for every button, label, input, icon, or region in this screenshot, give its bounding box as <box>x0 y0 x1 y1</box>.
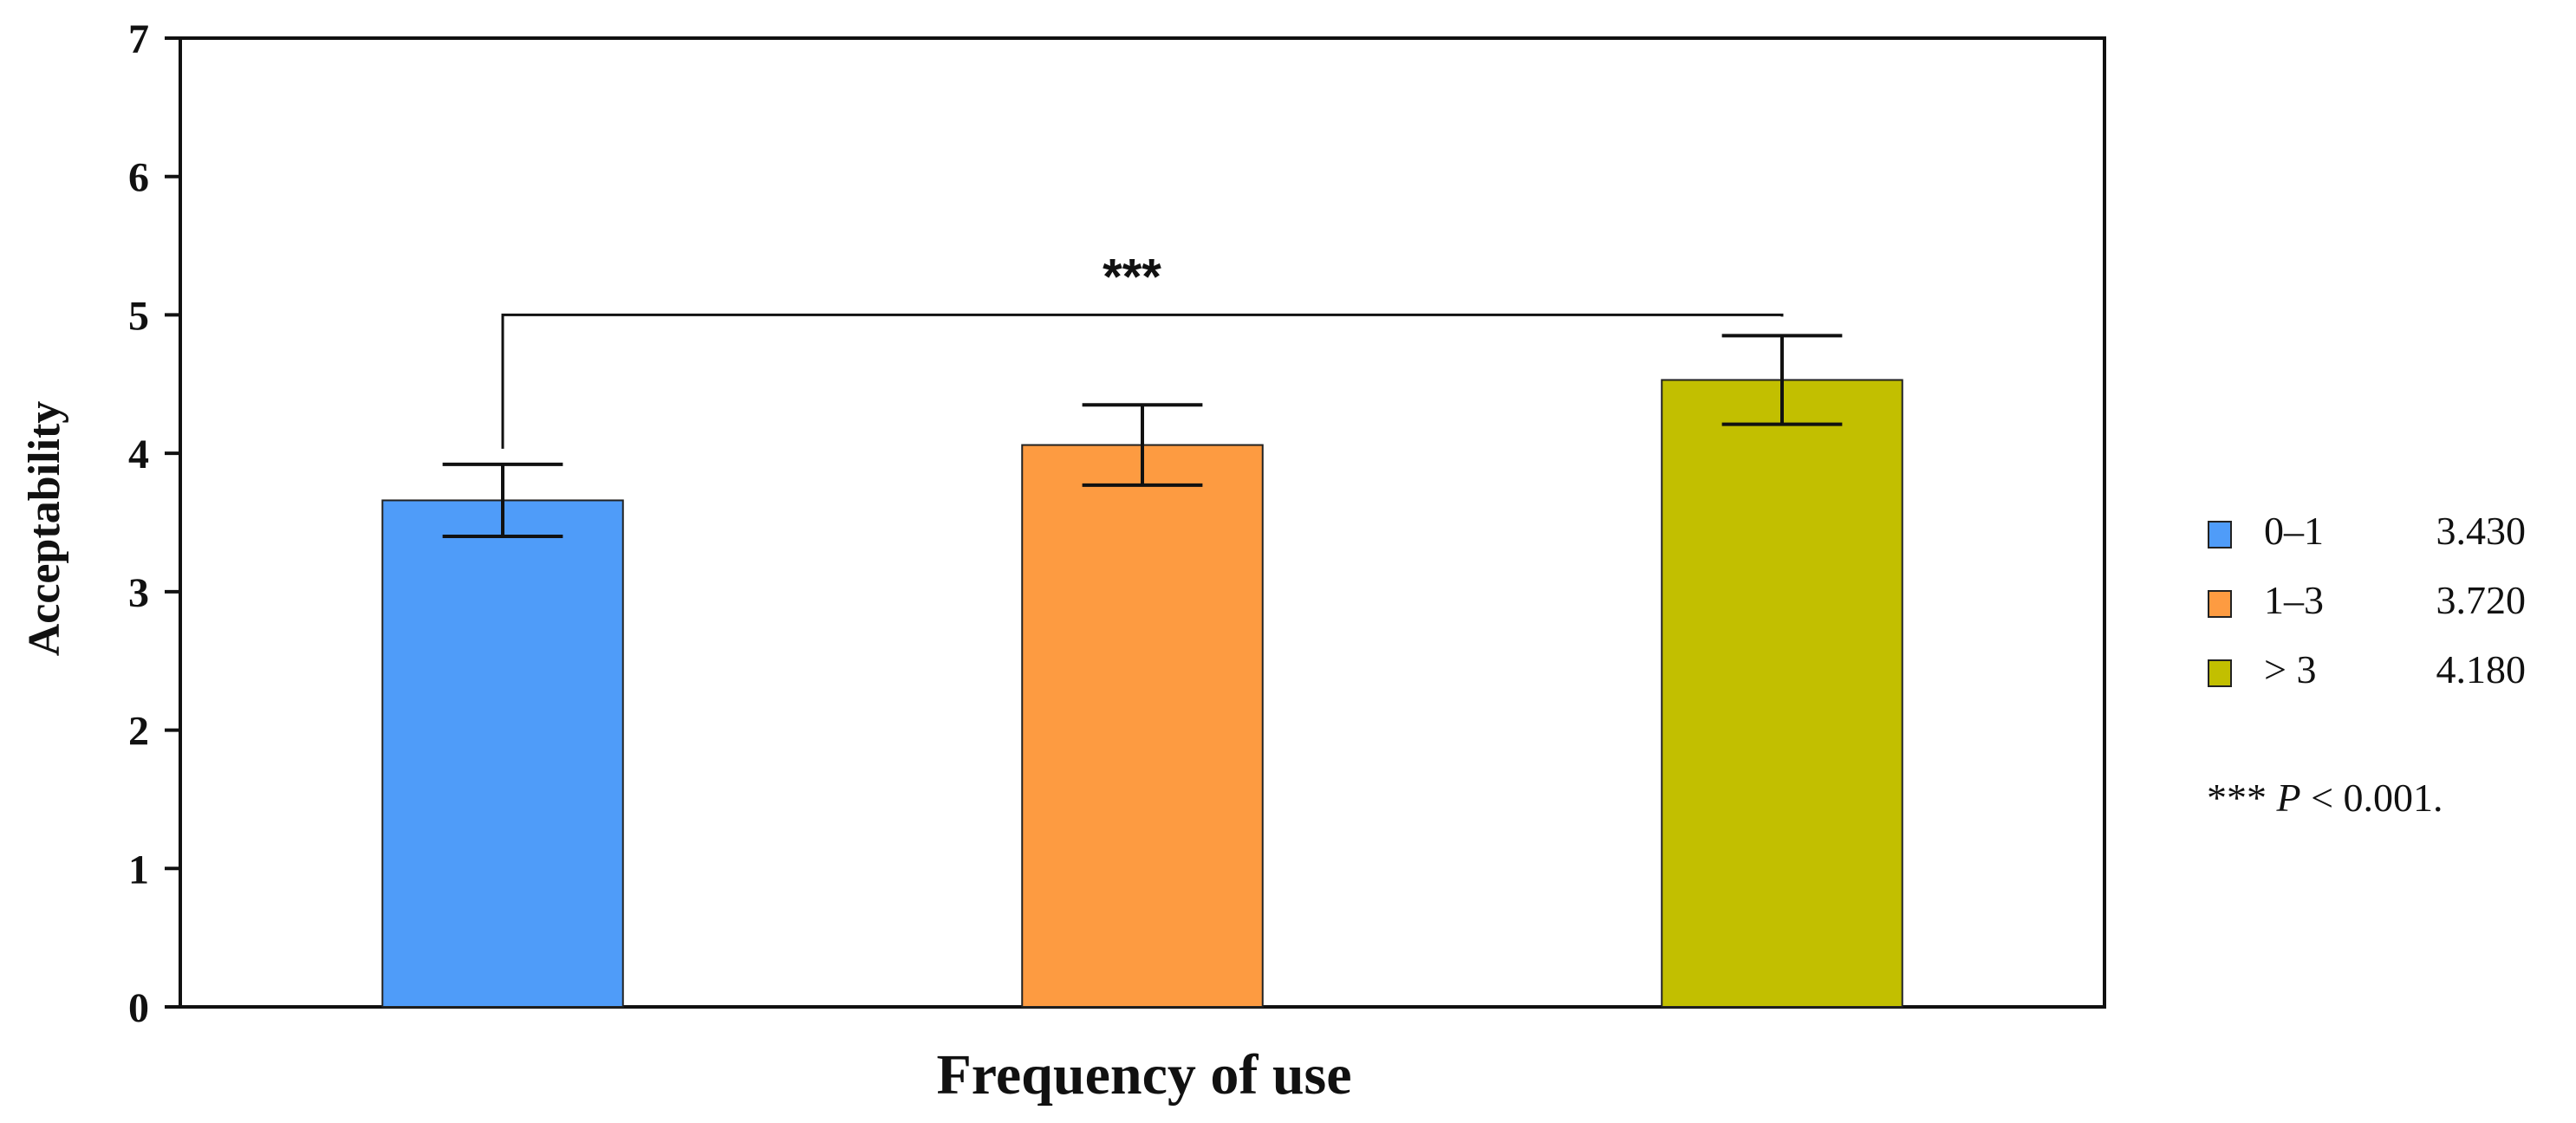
significance-line <box>501 313 1784 449</box>
y-axis-title: Acceptability <box>20 401 69 657</box>
y-axis: 0 1 2 3 4 5 6 7 <box>128 16 180 1031</box>
y-tick-label: 0 <box>128 985 149 1031</box>
y-tick-label: 4 <box>128 432 149 477</box>
y-tick-label: 6 <box>128 155 149 201</box>
bar <box>1661 379 1903 1009</box>
bar <box>1021 444 1264 1008</box>
p-value-symbol: P <box>2276 776 2301 820</box>
x-axis-title: Frequency of use <box>936 1043 1351 1107</box>
significance-label: *** <box>1103 249 1161 305</box>
y-tick-label: 2 <box>128 709 149 755</box>
significance-bracket: *** <box>501 249 1784 449</box>
p-value-stars: *** <box>2207 776 2277 820</box>
legend-swatch <box>2208 521 2232 549</box>
legend-label: > 3 <box>2264 647 2316 691</box>
error-bars-group <box>442 334 1843 538</box>
y-tick-label: 5 <box>128 293 149 339</box>
legend-swatch <box>2208 590 2232 618</box>
legend-value: 3.430 <box>2436 509 2527 553</box>
y-tick-label: 3 <box>128 570 149 616</box>
bar <box>381 499 624 1008</box>
legend-value: 3.720 <box>2436 578 2527 622</box>
legend-label: 0–1 <box>2264 509 2324 553</box>
legend-swatch <box>2208 659 2232 687</box>
p-value-note: *** P < 0.001. <box>2207 776 2443 820</box>
bars-group <box>381 379 1903 1009</box>
legend-value: 4.180 <box>2436 647 2527 691</box>
p-value-threshold: < 0.001. <box>2301 776 2443 820</box>
legend: 0–1 3.430 1–3 3.720 > 3 4.180 *** P < 0.001. <box>2207 509 2526 820</box>
y-tick-label: 7 <box>128 16 149 62</box>
legend-label: 1–3 <box>2264 578 2324 622</box>
y-tick-label: 1 <box>128 847 149 893</box>
